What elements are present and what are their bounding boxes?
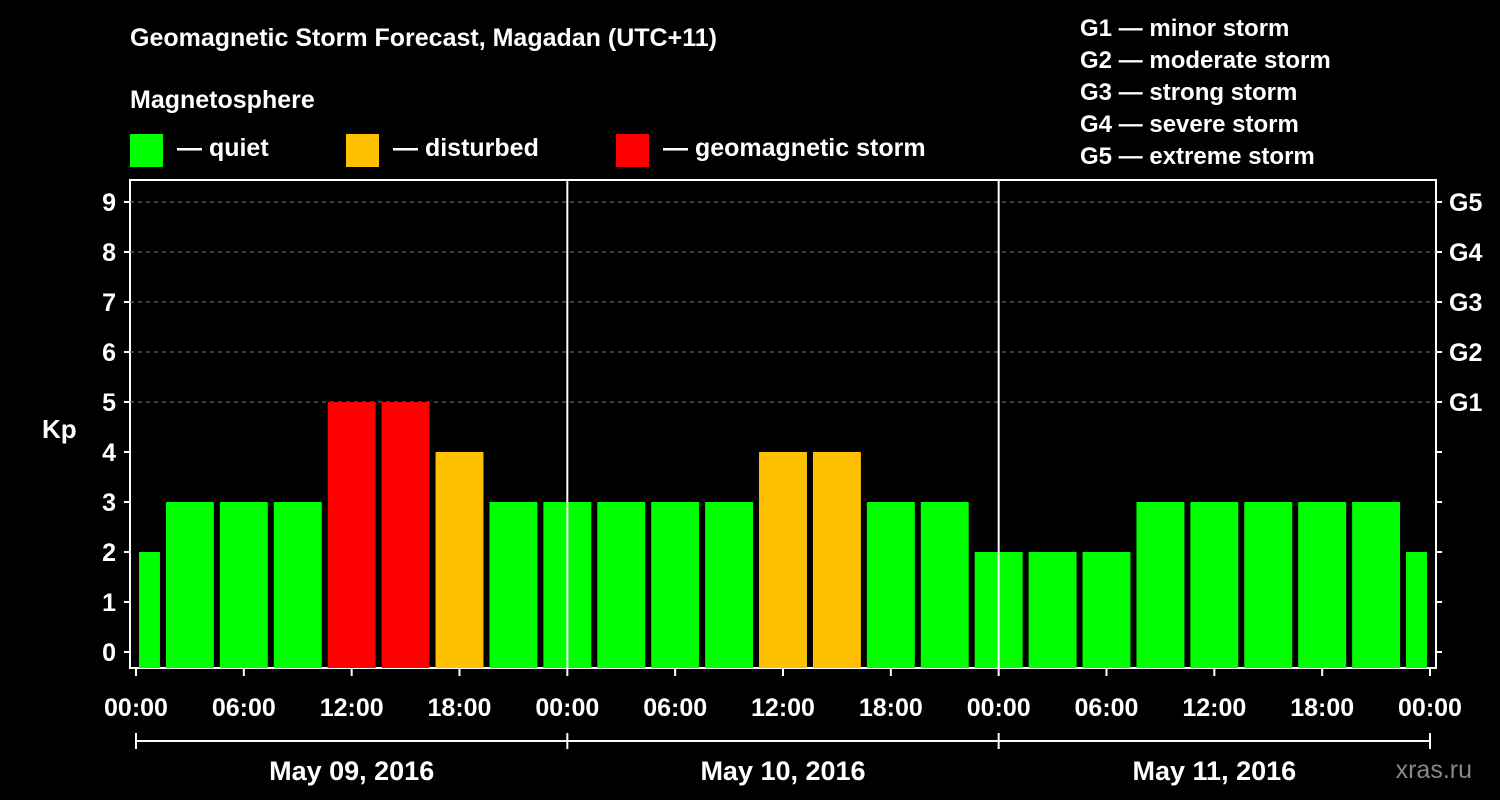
ytick-label-1: 1 — [102, 589, 116, 617]
xtick-label-6: 12:00 — [751, 694, 815, 722]
g-axis-label-g1: G1 — [1449, 389, 1482, 417]
g-axis-label-g2: G2 — [1449, 339, 1482, 367]
g-scale-g2: G2 — moderate storm — [1080, 47, 1331, 74]
watermark: xras.ru — [1395, 756, 1472, 784]
y-axis-label: Kp — [42, 414, 77, 444]
xtick-label-4: 00:00 — [535, 694, 599, 722]
g-axis-label-g3: G3 — [1449, 289, 1482, 317]
ytick-label-6: 6 — [102, 339, 116, 367]
g-scale-g4: G4 — severe storm — [1080, 111, 1299, 138]
bar-12 — [759, 452, 807, 668]
xtick-label-5: 06:00 — [643, 694, 707, 722]
ytick-label-2: 2 — [102, 539, 116, 567]
g-scale-g5: G5 — extreme storm — [1080, 143, 1315, 170]
xtick-label-2: 12:00 — [320, 694, 384, 722]
xtick-label-8: 00:00 — [967, 694, 1031, 722]
legend-swatch-storm — [616, 134, 649, 167]
bar-10 — [651, 502, 700, 668]
bar-3 — [273, 502, 322, 668]
bar-1 — [165, 502, 214, 668]
bar-24 — [1406, 552, 1427, 668]
g-axis-label-g4: G4 — [1449, 239, 1482, 267]
date-label-2: May 11, 2016 — [1133, 756, 1297, 786]
legend-swatch-disturbed — [346, 134, 379, 167]
bar-22 — [1298, 502, 1347, 668]
xtick-label-10: 12:00 — [1182, 694, 1246, 722]
bar-20 — [1190, 502, 1239, 668]
legend-label-quiet: — quiet — [177, 134, 269, 162]
legend-label-disturbed: — disturbed — [393, 134, 539, 162]
ytick-label-4: 4 — [102, 439, 116, 467]
ytick-label-3: 3 — [102, 489, 116, 517]
bar-4 — [327, 402, 376, 668]
xtick-label-7: 18:00 — [859, 694, 923, 722]
g-scale-g1: G1 — minor storm — [1080, 15, 1290, 42]
bar-6 — [435, 452, 484, 668]
ytick-label-5: 5 — [102, 389, 116, 417]
xtick-label-1: 06:00 — [212, 694, 276, 722]
chart-title: Geomagnetic Storm Forecast, Magadan (UTC… — [130, 24, 717, 52]
bar-14 — [866, 502, 915, 668]
g-axis-label-g5: G5 — [1449, 189, 1482, 217]
legend-swatch-quiet — [130, 134, 163, 167]
bar-17 — [1028, 552, 1077, 668]
xtick-label-0: 00:00 — [104, 694, 168, 722]
ytick-label-9: 9 — [102, 189, 116, 217]
xtick-label-12: 00:00 — [1398, 694, 1462, 722]
bar-0 — [139, 552, 160, 668]
g-scale-g3: G3 — strong storm — [1080, 79, 1298, 106]
ytick-label-8: 8 — [102, 239, 116, 267]
xtick-label-9: 06:00 — [1075, 694, 1139, 722]
bar-13 — [812, 452, 861, 668]
xtick-label-3: 18:00 — [428, 694, 492, 722]
legend-label-storm: — geomagnetic storm — [663, 134, 926, 162]
bar-23 — [1352, 502, 1401, 668]
date-label-0: May 09, 2016 — [269, 756, 434, 786]
bar-11 — [705, 502, 754, 668]
bar-7 — [489, 502, 538, 668]
magnetosphere-heading: Magnetosphere — [130, 86, 315, 114]
date-label-1: May 10, 2016 — [700, 756, 865, 786]
xtick-label-11: 18:00 — [1290, 694, 1354, 722]
bar-9 — [597, 502, 646, 668]
bar-19 — [1136, 502, 1185, 668]
bar-18 — [1082, 552, 1131, 668]
bar-21 — [1244, 502, 1293, 668]
bar-15 — [920, 502, 969, 668]
ytick-label-7: 7 — [102, 289, 116, 317]
ytick-label-0: 0 — [102, 639, 116, 667]
bar-5 — [381, 402, 430, 668]
bar-2 — [219, 502, 268, 668]
